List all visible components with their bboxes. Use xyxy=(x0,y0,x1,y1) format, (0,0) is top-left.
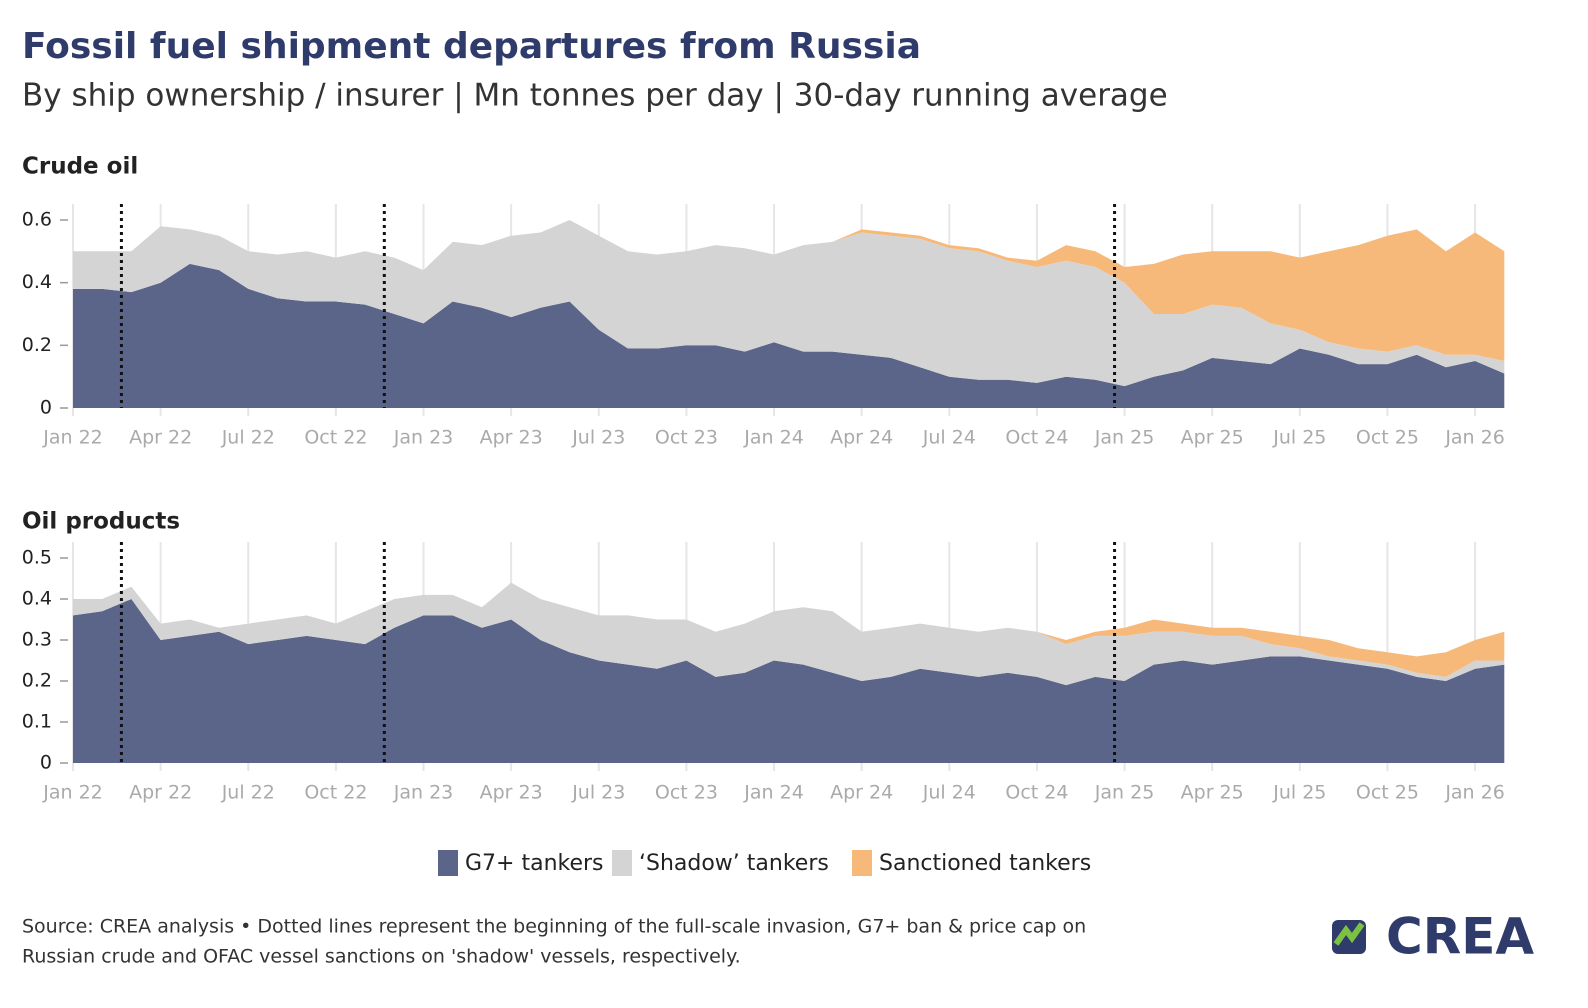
x-tick-label: Oct 22 xyxy=(304,427,367,449)
x-tick-label: Oct 23 xyxy=(655,782,718,804)
x-tick-label: Oct 24 xyxy=(1005,782,1068,804)
area xyxy=(73,599,1505,763)
x-tick-label: Apr 24 xyxy=(830,427,893,449)
y-tick-label: 0.2 xyxy=(22,670,52,692)
area xyxy=(73,220,1505,387)
legend-swatch xyxy=(612,850,632,876)
source-note: Source: CREA analysis • Dotted lines rep… xyxy=(22,916,1086,938)
x-tick-label: Jan 24 xyxy=(743,427,804,449)
y-tick-label: 0.5 xyxy=(22,547,52,569)
source-note: Russian crude and OFAC vessel sanctions … xyxy=(22,946,741,968)
area xyxy=(73,582,1505,677)
x-tick-label: Oct 25 xyxy=(1356,427,1419,449)
legend-label: ‘Shadow’ tankers xyxy=(639,851,829,876)
x-tick-label: Apr 22 xyxy=(129,782,192,804)
x-tick-label: Jan 25 xyxy=(1094,427,1155,449)
x-tick-label: Apr 22 xyxy=(129,427,192,449)
y-tick-label: 0.4 xyxy=(22,271,52,293)
chart-subtitle: By ship ownership / insurer | Mn tonnes … xyxy=(22,78,1168,114)
x-tick-label: Jul 22 xyxy=(221,782,275,804)
legend-label: G7+ tankers xyxy=(465,851,604,876)
x-tick-label: Apr 23 xyxy=(480,427,543,449)
y-tick-label: 0 xyxy=(40,752,52,774)
x-tick-label: Jul 25 xyxy=(1272,782,1326,804)
x-tick-label: Jul 23 xyxy=(571,782,625,804)
y-tick-label: 0.4 xyxy=(22,588,52,610)
x-tick-label: Jan 24 xyxy=(743,782,804,804)
legend-label: Sanctioned tankers xyxy=(879,851,1091,876)
x-tick-label: Oct 23 xyxy=(655,427,718,449)
legend-swatch xyxy=(438,850,458,876)
area xyxy=(73,263,1505,408)
x-tick-label: Jan 23 xyxy=(393,782,454,804)
y-tick-label: 0.6 xyxy=(22,209,52,231)
x-tick-label: Oct 24 xyxy=(1005,427,1068,449)
y-tick-label: 0.3 xyxy=(22,629,52,651)
x-tick-label: Jul 24 xyxy=(922,782,976,804)
legend-swatch xyxy=(852,850,872,876)
x-tick-label: Jul 22 xyxy=(221,427,275,449)
x-tick-label: Jan 25 xyxy=(1094,782,1155,804)
chart-title: Fossil fuel shipment departures from Rus… xyxy=(22,26,921,67)
y-tick-label: 0.2 xyxy=(22,334,52,356)
x-tick-label: Apr 23 xyxy=(480,782,543,804)
x-tick-label: Apr 25 xyxy=(1181,782,1244,804)
y-tick-label: 0 xyxy=(40,397,52,419)
logo-text: CREA xyxy=(1386,908,1534,966)
x-tick-label: Jan 23 xyxy=(393,427,454,449)
x-tick-label: Jan 22 xyxy=(42,782,103,804)
panel-title: Crude oil xyxy=(22,154,138,180)
x-tick-label: Jan 22 xyxy=(42,427,103,449)
area xyxy=(73,582,1505,686)
logo-mark xyxy=(1332,920,1366,954)
x-tick-label: Apr 25 xyxy=(1181,427,1244,449)
x-tick-label: Oct 22 xyxy=(304,782,367,804)
x-tick-label: Apr 24 xyxy=(830,782,893,804)
x-tick-label: Jul 24 xyxy=(922,427,976,449)
x-tick-label: Jan 26 xyxy=(1444,427,1505,449)
x-tick-label: Jul 23 xyxy=(571,427,625,449)
area xyxy=(73,220,1505,361)
panel-title: Oil products xyxy=(22,509,180,535)
y-tick-label: 0.1 xyxy=(22,711,52,733)
x-tick-label: Oct 25 xyxy=(1356,782,1419,804)
x-tick-label: Jul 25 xyxy=(1272,427,1326,449)
x-tick-label: Jan 26 xyxy=(1444,782,1505,804)
